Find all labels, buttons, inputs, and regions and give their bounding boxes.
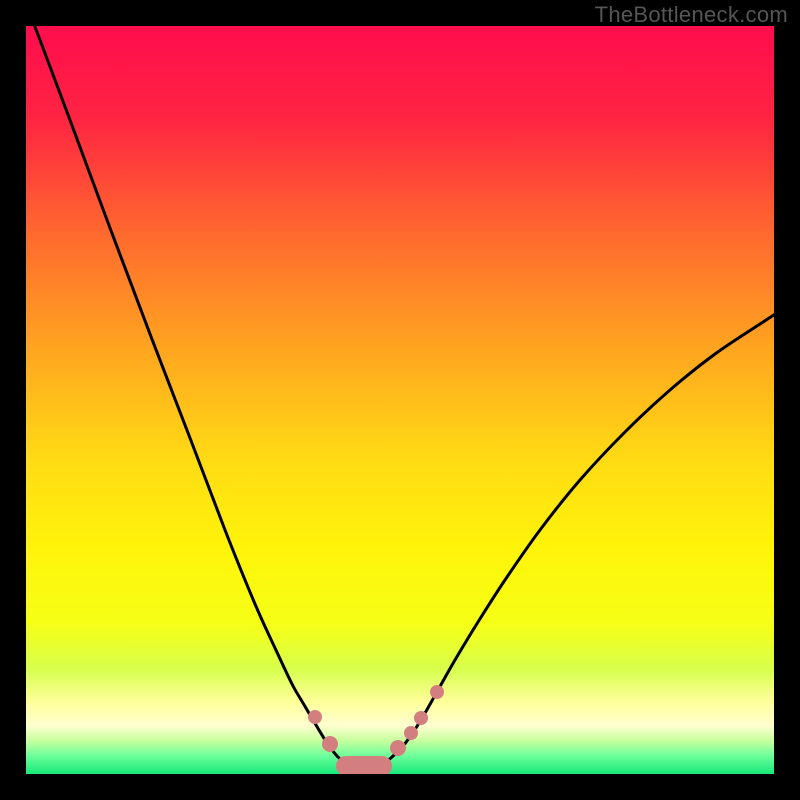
watermark-label: TheBottleneck.com — [595, 2, 788, 28]
marker-dot — [308, 710, 322, 724]
marker-dot — [322, 736, 338, 752]
chart-frame: TheBottleneck.com — [0, 0, 800, 800]
marker-dot — [390, 740, 406, 756]
bottleneck-chart — [0, 0, 800, 800]
plot-area — [26, 26, 774, 774]
marker-capsule — [336, 756, 392, 776]
marker-dot — [404, 726, 418, 740]
marker-dot — [430, 685, 444, 699]
marker-dot — [414, 711, 428, 725]
